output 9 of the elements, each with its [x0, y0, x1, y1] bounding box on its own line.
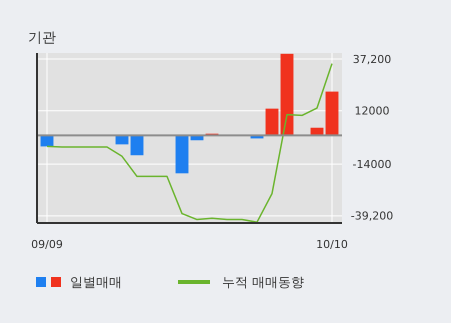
legend-label: 누적 매매동향 [222, 276, 304, 291]
legend-label: 일별매매 [70, 276, 122, 291]
y-tick-label: 12000 [354, 104, 390, 118]
y-tick-label: -14000 [352, 158, 392, 171]
x-tick-label: 10/10 [316, 238, 348, 251]
y-tick-label: -39,200 [350, 210, 394, 223]
chart-title: 기관 [28, 30, 56, 46]
y-tick-label: 37,200 [352, 52, 392, 66]
x-tick-label: 09/09 [31, 238, 63, 251]
